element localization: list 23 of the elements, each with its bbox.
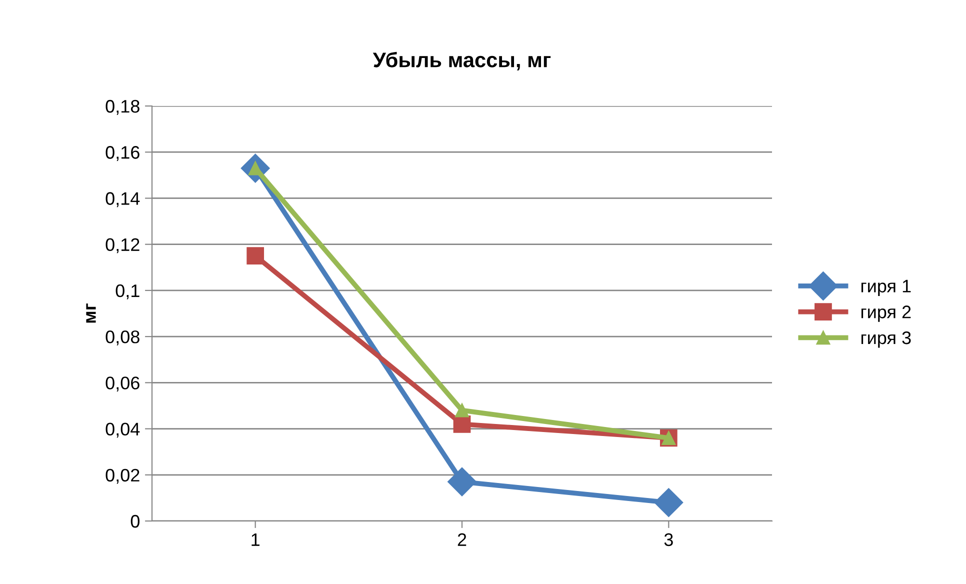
point [246, 247, 264, 265]
y-tick-label: 0,18 [106, 100, 140, 115]
y-tick-label: 0,1 [116, 284, 140, 300]
x-tick-label: 1 [252, 533, 260, 546]
y-tick-label: 0 [130, 514, 140, 528]
y-tick-label: 0,04 [106, 422, 140, 438]
point [448, 467, 476, 496]
legend-label: гиря 3 [861, 331, 911, 348]
x-tick-label: 2 [458, 533, 466, 546]
chart-title: Убыль массы, мг [372, 52, 551, 70]
point [453, 415, 471, 433]
point [654, 488, 684, 517]
legend-label: гиря 2 [861, 306, 911, 322]
y-tick-label: 0,02 [106, 468, 140, 484]
y-axis-title: мг [86, 304, 96, 323]
y-tick-label: 0,14 [106, 192, 140, 208]
y-tick-label: 0,08 [106, 330, 140, 346]
legend-label: гиря 1 [861, 280, 911, 296]
y-tick-label: 0,16 [106, 146, 140, 161]
y-tick-label: 0,06 [106, 376, 140, 392]
x-tick-label: 3 [664, 533, 673, 546]
point [455, 403, 469, 418]
y-tick-label: 0,12 [106, 238, 140, 254]
